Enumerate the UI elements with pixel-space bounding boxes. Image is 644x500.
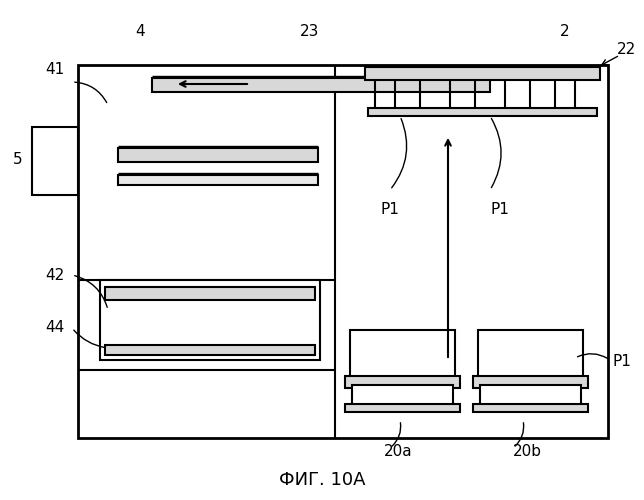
Bar — [365, 67, 600, 80]
Text: 20b: 20b — [513, 444, 542, 460]
Bar — [345, 404, 460, 412]
Bar — [105, 287, 315, 300]
Text: ФИГ. 10А: ФИГ. 10А — [279, 471, 365, 489]
Text: 42: 42 — [45, 268, 64, 282]
Bar — [118, 175, 318, 185]
Bar — [152, 78, 490, 92]
Bar — [345, 376, 460, 388]
Bar — [480, 385, 581, 410]
Bar — [352, 385, 453, 410]
Text: P1: P1 — [381, 202, 399, 218]
Bar — [118, 148, 318, 162]
Bar — [32, 127, 78, 195]
Bar — [473, 404, 588, 412]
Bar — [78, 65, 608, 438]
Text: 5: 5 — [13, 152, 23, 168]
Text: 23: 23 — [300, 24, 319, 40]
Bar — [478, 330, 583, 380]
Bar — [100, 280, 320, 360]
Text: 4: 4 — [135, 24, 145, 40]
Text: 20a: 20a — [384, 444, 412, 460]
Text: 2: 2 — [560, 24, 570, 40]
Text: 41: 41 — [45, 62, 64, 78]
Text: 44: 44 — [45, 320, 64, 336]
Text: 22: 22 — [618, 42, 637, 58]
Text: P1: P1 — [491, 202, 509, 218]
Bar — [350, 330, 455, 380]
Bar — [105, 345, 315, 355]
Text: P1: P1 — [612, 354, 631, 370]
Bar — [473, 376, 588, 388]
Bar — [368, 108, 597, 116]
